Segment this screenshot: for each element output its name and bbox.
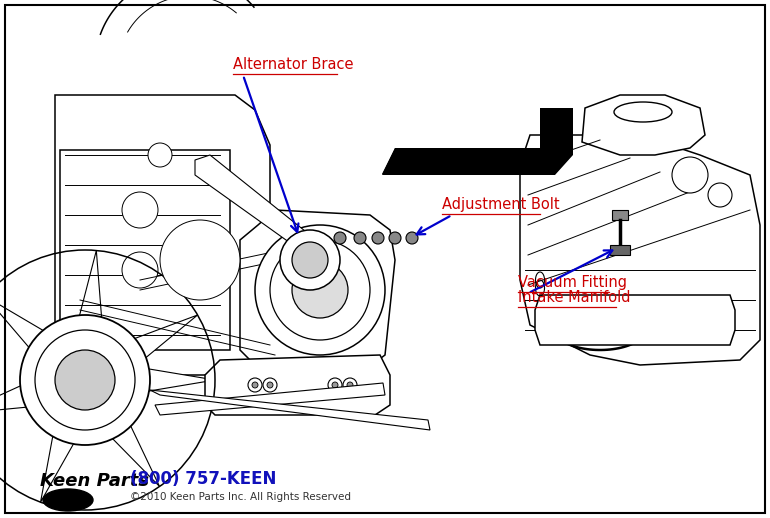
- Circle shape: [708, 183, 732, 207]
- Ellipse shape: [43, 489, 93, 511]
- Text: ©2010 Keen Parts Inc. All Rights Reserved: ©2010 Keen Parts Inc. All Rights Reserve…: [130, 492, 351, 502]
- Polygon shape: [122, 365, 215, 396]
- Polygon shape: [195, 155, 310, 250]
- Circle shape: [20, 315, 150, 445]
- Text: Alternator Brace: Alternator Brace: [233, 57, 353, 72]
- Circle shape: [122, 192, 158, 228]
- Circle shape: [334, 232, 346, 244]
- Polygon shape: [55, 95, 270, 375]
- Circle shape: [343, 378, 357, 392]
- Circle shape: [292, 242, 328, 278]
- Polygon shape: [205, 355, 390, 415]
- Text: Keen Parts: Keen Parts: [40, 472, 149, 490]
- Polygon shape: [109, 315, 198, 375]
- Polygon shape: [240, 210, 395, 370]
- Circle shape: [406, 232, 418, 244]
- Circle shape: [263, 378, 277, 392]
- Circle shape: [347, 382, 353, 388]
- Polygon shape: [41, 409, 87, 502]
- Polygon shape: [0, 375, 53, 414]
- Polygon shape: [582, 95, 705, 155]
- Polygon shape: [520, 135, 760, 365]
- Polygon shape: [155, 383, 385, 415]
- Circle shape: [672, 157, 708, 193]
- Polygon shape: [72, 251, 104, 344]
- Text: Vacuum Fitting: Vacuum Fitting: [518, 275, 627, 290]
- Text: (800) 757-KEEN: (800) 757-KEEN: [130, 470, 276, 488]
- Circle shape: [267, 382, 273, 388]
- Circle shape: [55, 350, 115, 410]
- Text: Intake Manifold: Intake Manifold: [518, 290, 631, 305]
- Text: Adjustment Bolt: Adjustment Bolt: [442, 197, 560, 212]
- Circle shape: [255, 225, 385, 355]
- Polygon shape: [150, 390, 430, 430]
- Polygon shape: [612, 210, 628, 220]
- Circle shape: [35, 330, 135, 430]
- Polygon shape: [0, 296, 67, 368]
- Polygon shape: [382, 108, 572, 174]
- Circle shape: [148, 143, 172, 167]
- Circle shape: [354, 232, 366, 244]
- Circle shape: [332, 382, 338, 388]
- Polygon shape: [93, 401, 159, 486]
- Ellipse shape: [614, 102, 672, 122]
- Circle shape: [248, 378, 262, 392]
- Circle shape: [292, 262, 348, 318]
- Circle shape: [280, 230, 340, 290]
- FancyBboxPatch shape: [60, 150, 230, 350]
- Circle shape: [372, 232, 384, 244]
- Polygon shape: [382, 108, 573, 175]
- Circle shape: [270, 240, 370, 340]
- Polygon shape: [535, 295, 735, 345]
- Circle shape: [328, 378, 342, 392]
- Circle shape: [389, 232, 401, 244]
- Circle shape: [122, 252, 158, 288]
- Circle shape: [160, 220, 240, 300]
- Polygon shape: [610, 245, 630, 255]
- Circle shape: [252, 382, 258, 388]
